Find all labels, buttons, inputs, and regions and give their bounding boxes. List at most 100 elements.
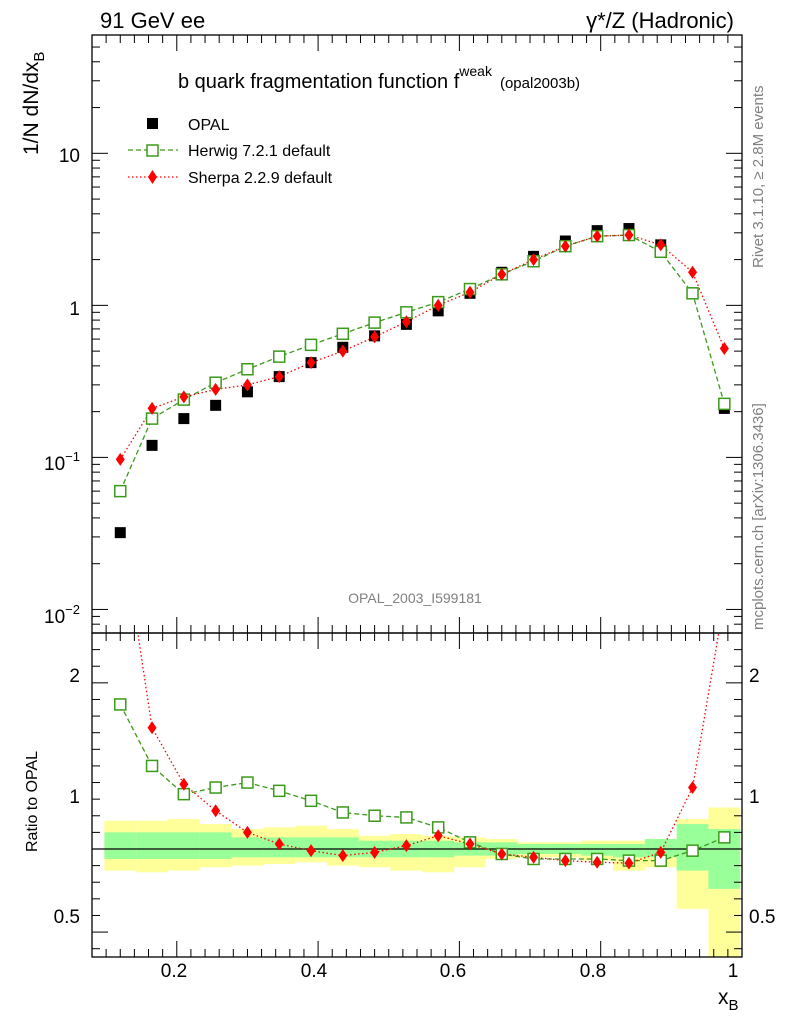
sherpa-point xyxy=(497,267,507,281)
sherpa-point xyxy=(401,315,411,329)
herwig-ratio-point xyxy=(368,809,381,823)
sherpa-ratio-point xyxy=(465,837,475,851)
x-tick-2: 0.6 xyxy=(440,961,466,982)
herwig-ratio-point xyxy=(336,806,350,819)
herwig-ratio-point xyxy=(272,784,286,798)
main-y-tick-2: 1 xyxy=(69,299,80,320)
herwig-ratio-point xyxy=(145,759,159,773)
main-plot xyxy=(91,34,743,634)
sherpa-point xyxy=(624,228,634,242)
ratio-y-tick-labels: 0.5 1 2 0.5 1 2 xyxy=(54,666,776,928)
herwig-point xyxy=(336,327,350,341)
ratio-y-tick-2: 2 xyxy=(69,666,80,687)
x-axis-label: xB xyxy=(718,986,739,1014)
watermark: OPAL_2003_I599181 xyxy=(348,590,482,606)
x-tick-1: 0.4 xyxy=(301,961,328,982)
band-inner-bin xyxy=(613,844,645,858)
band-inner-bin xyxy=(104,832,137,859)
sherpa-ratio-point xyxy=(306,844,316,858)
sherpa-ratio-point xyxy=(179,777,189,791)
sherpa-point xyxy=(719,342,729,356)
sherpa-ratio-line xyxy=(137,633,720,864)
sherpa-point xyxy=(306,356,316,370)
ratio-y-tick-1: 1 xyxy=(69,787,80,808)
x-tick-0: 0.2 xyxy=(161,961,187,982)
ratio-y-tick-2-right: 2 xyxy=(749,666,760,687)
legend-herwig-marker xyxy=(146,144,159,157)
ratio-y-tick-1-right: 1 xyxy=(749,787,760,808)
herwig-point xyxy=(368,316,381,329)
x-axis-label-sub: B xyxy=(729,997,739,1014)
main-title-suffix: (opal2003b) xyxy=(500,75,580,92)
herwig-point xyxy=(241,363,254,376)
main-y-tick-labels: 10−2 10−1 1 10 xyxy=(44,146,80,628)
herwig-point xyxy=(686,287,699,300)
herwig-line xyxy=(119,234,725,492)
sherpa-ratio-point xyxy=(656,845,666,859)
ratio-bands xyxy=(104,807,741,957)
main-y-tick-1: 10−1 xyxy=(44,449,80,475)
opal-point xyxy=(178,413,190,425)
herwig-ratio-point xyxy=(686,844,699,857)
sherpa-point xyxy=(211,382,221,396)
sherpa-point xyxy=(370,330,380,344)
opal-point xyxy=(241,386,253,398)
opal-point xyxy=(210,399,222,411)
sherpa-ratio-point xyxy=(688,781,698,795)
band-inner-bin xyxy=(199,832,232,859)
legend-sherpa-marker xyxy=(148,170,157,184)
herwig-ratio-point xyxy=(400,811,413,824)
sherpa-point xyxy=(242,378,252,392)
opal-point xyxy=(623,223,635,235)
sherpa-ratio-point xyxy=(274,837,284,851)
side-text-bottom: mcplots.cern.ch [arXiv:1306.3436] xyxy=(750,403,767,630)
main-y-label-sub: B xyxy=(31,52,48,62)
sherpa-ratio-point xyxy=(529,850,539,864)
sherpa-ratio-point xyxy=(624,856,634,870)
band-inner-bin xyxy=(136,832,168,859)
sherpa-ratio-point xyxy=(497,847,507,861)
opal-point xyxy=(146,439,158,451)
sherpa-ratio-point xyxy=(242,825,252,839)
ratio-plot xyxy=(91,35,743,958)
x-ticks xyxy=(91,35,743,957)
sherpa-ratio-point xyxy=(211,804,221,818)
sherpa-point xyxy=(338,344,348,358)
sherpa-point xyxy=(656,238,666,252)
band-inner-bin xyxy=(167,832,200,859)
sherpa-ratio-point xyxy=(560,854,570,868)
header-left: 91 GeV ee xyxy=(100,8,205,33)
opal-point xyxy=(114,527,126,539)
sherpa-point xyxy=(115,452,125,466)
sherpa-point xyxy=(592,229,602,243)
herwig-point xyxy=(718,397,731,411)
ratio-y-tick-0: 0.5 xyxy=(54,907,80,928)
main-y-label: 1/N dN/dxB xyxy=(20,52,48,155)
band-inner-bin xyxy=(326,837,359,858)
x-tick-3: 0.8 xyxy=(580,961,606,982)
sherpa-ratio-point xyxy=(338,849,348,863)
header-right: γ*/Z (Hadronic) xyxy=(586,8,734,33)
side-text-top: Rivet 3.1.10, ≥ 2.8M events xyxy=(750,86,767,269)
main-y-tick-0: 10−2 xyxy=(44,602,80,628)
main-series xyxy=(114,223,731,539)
ratio-y-tick-0-right: 0.5 xyxy=(749,907,775,928)
ratio-y-ticks xyxy=(92,632,742,950)
herwig-ratio-point xyxy=(241,776,254,789)
herwig-ratio-point xyxy=(304,794,318,808)
herwig-ratio-point xyxy=(209,781,222,794)
sherpa-point xyxy=(147,401,157,415)
ratio-y-label: Ratio to OPAL xyxy=(24,751,41,852)
herwig-ratio-point xyxy=(114,698,127,711)
sherpa-point xyxy=(274,370,284,384)
sherpa-ratio-point xyxy=(147,721,157,735)
main-title: b quark fragmentation function fweak(opa… xyxy=(178,63,580,93)
herwig-point xyxy=(114,484,127,498)
sherpa-point xyxy=(179,390,189,404)
legend-opal-label: OPAL xyxy=(188,117,230,134)
sherpa-point xyxy=(688,265,698,279)
main-y-ticks xyxy=(92,34,742,634)
sherpa-ratio-point xyxy=(401,839,411,853)
ratio-series xyxy=(114,633,731,870)
